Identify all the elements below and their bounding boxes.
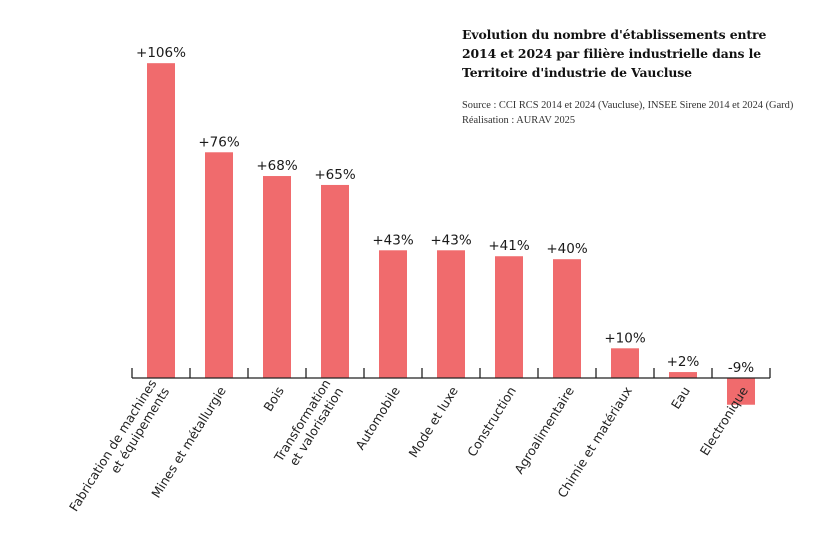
category-label: Mode et luxe — [405, 384, 461, 461]
data-label: +68% — [256, 158, 297, 174]
bar — [611, 348, 639, 378]
chart-title-line: Territoire d'industrie de Vaucluse — [462, 65, 692, 80]
bar — [553, 259, 581, 378]
chart-title-line: Evolution du nombre d'établissements ent… — [462, 27, 767, 42]
tick-label: Electronique — [697, 384, 751, 459]
tick-label: Mode et luxe — [405, 384, 461, 461]
bar — [147, 63, 175, 379]
bar — [669, 372, 697, 378]
data-label: +2% — [667, 354, 700, 370]
category-label: Eau — [668, 384, 693, 412]
category-label: Construction — [464, 384, 519, 459]
data-label: -9% — [728, 360, 754, 376]
category-label: Electronique — [697, 384, 751, 459]
source-line: Source : CCI RCS 2014 et 2024 (Vaucluse)… — [462, 100, 794, 111]
category-label: Agroalimentaire — [511, 384, 577, 477]
data-label: +65% — [314, 167, 355, 183]
bar — [379, 250, 407, 378]
tick-label: Automobile — [352, 384, 403, 453]
bar — [321, 184, 349, 378]
tick-label: Agroalimentaire — [511, 384, 577, 477]
data-label: +43% — [372, 232, 413, 248]
credit-line: Réalisation : AURAV 2025 — [462, 115, 576, 126]
category-label: Automobile — [352, 384, 403, 453]
tick-label: Eau — [668, 384, 693, 412]
data-label: +76% — [198, 134, 239, 150]
data-label: +43% — [430, 232, 471, 248]
bar — [727, 378, 755, 405]
chart-title: Evolution du nombre d'établissements ent… — [462, 25, 822, 82]
tick-label: Construction — [464, 384, 519, 459]
tick-label: Bois — [260, 384, 287, 414]
data-label: +10% — [604, 330, 645, 346]
bar — [495, 256, 523, 378]
bar — [263, 176, 291, 378]
tick-label: Fabrication de machines — [66, 377, 160, 514]
data-label: +40% — [546, 241, 587, 257]
chart-title-line: 2014 et 2024 par filière industrielle da… — [462, 46, 762, 61]
bar — [205, 152, 233, 378]
chart-source: Source : CCI RCS 2014 et 2024 (Vaucluse)… — [462, 98, 832, 128]
category-label: Bois — [260, 384, 287, 414]
data-label: +106% — [136, 45, 186, 61]
bar — [437, 250, 465, 378]
data-label: +41% — [488, 238, 529, 254]
